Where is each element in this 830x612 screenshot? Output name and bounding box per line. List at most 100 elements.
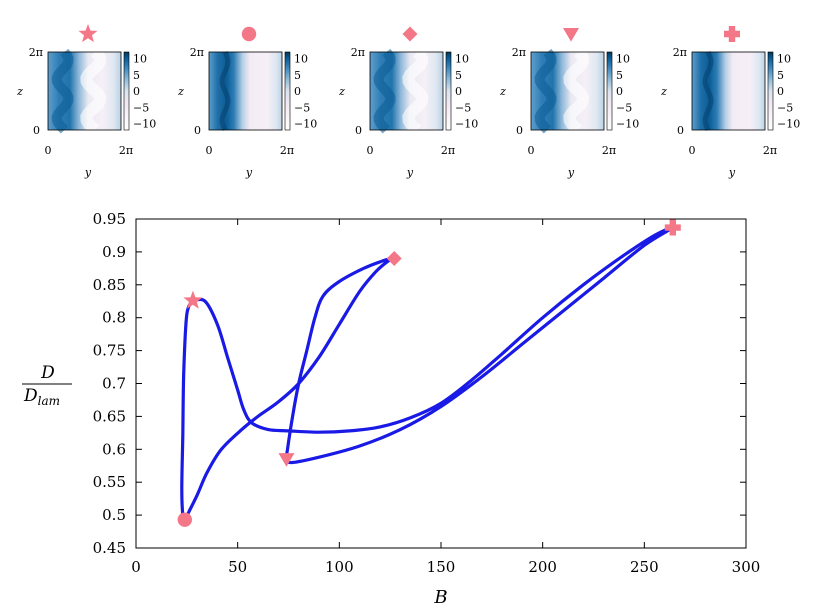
panel-marker-circle: [241, 26, 257, 42]
heatmap-dark-band: [51, 48, 74, 134]
panel-x-label: y: [567, 166, 575, 179]
y-tick-label: 0.85: [93, 276, 126, 294]
x-tick-label: 200: [528, 558, 557, 576]
panel-x-label: y: [406, 166, 414, 179]
panel-z-label: z: [499, 85, 506, 98]
y-tick-left: 0: [689, 144, 696, 157]
y-tick-label: 0.75: [93, 342, 126, 360]
colorbar-tick-label: 10: [777, 53, 791, 66]
panel-z-label: z: [16, 85, 23, 98]
plot-frame: [135, 218, 747, 549]
colorbar: [606, 51, 613, 131]
z-tick-bottom: 0: [194, 124, 201, 137]
colorbar-tick-label: −10: [294, 118, 317, 131]
z-tick-bottom: 0: [516, 124, 523, 137]
marker-circle: [177, 512, 192, 527]
y-tick-label: 0.7: [102, 375, 126, 393]
colorbar-tick-label: −5: [777, 101, 793, 114]
panel-x-label: y: [84, 166, 92, 179]
colorbar-tick-label: 0: [455, 85, 462, 98]
colorbar-tick-label: 0: [616, 85, 623, 98]
z-tick-top: 2π: [512, 46, 526, 59]
y-tick-label: 0.6: [102, 440, 126, 458]
colorbar-tick-label: −5: [455, 101, 471, 114]
z-tick-top: 2π: [673, 46, 687, 59]
z-tick-top: 2π: [190, 46, 204, 59]
y-tick-label: 0.9: [102, 243, 126, 261]
y-label-denominator-base: D: [23, 386, 38, 406]
colorbar-tick-label: 5: [616, 69, 623, 82]
y-tick-label: 0.95: [93, 210, 126, 228]
x-tick-label: 0: [131, 558, 141, 576]
colorbar-tick-label: 5: [455, 69, 462, 82]
y-tick-right: 2π: [441, 144, 455, 157]
z-tick-bottom: 0: [33, 124, 40, 137]
x-tick-label: 150: [427, 558, 456, 576]
z-tick-bottom: 0: [355, 124, 362, 137]
z-tick-top: 2π: [29, 46, 43, 59]
colorbar: [767, 51, 774, 131]
y-axis-label: D Dlam: [22, 363, 72, 408]
heatmap-frame: [691, 51, 766, 131]
colorbar-tick-label: −10: [455, 118, 478, 131]
y-tick-left: 0: [206, 144, 213, 157]
colorbar-tick-label: −10: [616, 118, 639, 131]
colorbar-tick-label: 5: [133, 69, 140, 82]
y-label-denominator: Dlam: [23, 386, 60, 408]
colorbar-tick-label: 10: [616, 53, 630, 66]
y-tick-label: 0.55: [93, 473, 126, 491]
colorbar-tick-label: 5: [294, 69, 301, 82]
marker-star: [183, 290, 203, 309]
y-tick-right: 2π: [280, 144, 294, 157]
marker-plus: [664, 219, 681, 236]
colorbar-tick-label: 10: [133, 53, 147, 66]
panel-z-label: z: [660, 85, 667, 98]
main-plot: 0 50 100 150 200 250 300 0.45 0.5 0.55 0.6 0.65 0.7…: [22, 210, 760, 608]
colorbar-tick-label: 0: [133, 85, 140, 98]
heatmap-frame: [47, 51, 122, 131]
drag-reduction-curve: [180, 225, 675, 522]
heatmap-dark-band: [373, 48, 396, 134]
heatmap-light-band: [80, 47, 107, 135]
heatmap-streak: [702, 51, 714, 132]
panel-z-label: z: [338, 85, 345, 98]
panel-marker-star: [78, 24, 98, 43]
y-tick-label: 0.5: [102, 506, 126, 524]
colorbar-tick-label: 10: [455, 53, 469, 66]
y-tick-right: 2π: [602, 144, 616, 157]
state-markers: [177, 219, 681, 527]
marker-diamond: [386, 250, 402, 266]
y-tick-right: 2π: [119, 144, 133, 157]
heatmap-frame: [208, 51, 283, 131]
z-tick-top: 2π: [351, 46, 365, 59]
colorbar-tick-label: −10: [777, 118, 800, 131]
heatmap-frame: [369, 51, 444, 131]
panel-marker-plus: [724, 26, 740, 42]
colorbar-tick-label: −5: [616, 101, 632, 114]
y-tick-label: 0.45: [93, 539, 126, 557]
colorbar-tick-label: 10: [294, 53, 308, 66]
heatmap-light-band: [563, 47, 590, 135]
y-tick-label: 0.65: [93, 407, 126, 425]
x-axis-ticks: 0 50 100 150 200 250 300: [131, 219, 760, 576]
colorbar-tick-label: 0: [777, 85, 784, 98]
y-tick-right: 2π: [763, 144, 777, 157]
colorbar-tick-label: 5: [777, 69, 784, 82]
panel-x-label: y: [245, 166, 253, 179]
y-tick-left: 0: [367, 144, 374, 157]
y-label-denominator-sub: lam: [38, 394, 60, 408]
colorbar-tick-label: 0: [294, 85, 301, 98]
panel-z-label: z: [177, 85, 184, 98]
x-axis-label: B: [433, 587, 447, 608]
panel-marker-diamond: [402, 26, 418, 42]
colorbar-tick-label: −5: [133, 101, 149, 114]
heatmap-light-band: [402, 47, 429, 135]
x-tick-label: 300: [732, 558, 761, 576]
colorbar: [284, 51, 291, 131]
y-tick-left: 0: [45, 144, 52, 157]
